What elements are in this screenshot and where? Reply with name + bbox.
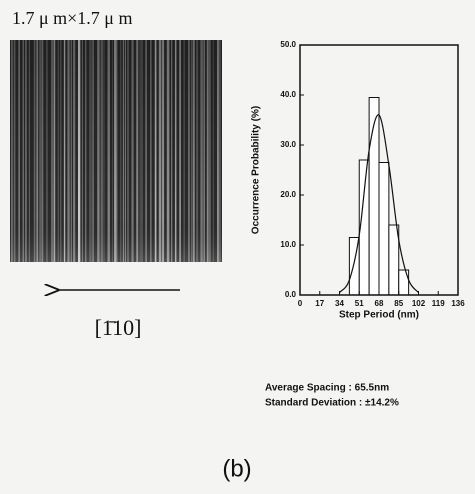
x-tick-label: 136: [451, 299, 465, 308]
x-tick-label: 34: [335, 299, 344, 308]
x-tick-label: 0: [298, 299, 303, 308]
figure: 1.7 μ m×1.7 μ m [1̄10] Average Spacing :…: [0, 0, 475, 494]
y-tick-label: 0.0: [285, 290, 297, 299]
x-tick-label: 68: [375, 299, 384, 308]
y-tick-label: 40.0: [280, 90, 296, 99]
afm-shade: [10, 40, 222, 262]
x-tick-label: 119: [432, 299, 445, 308]
bar: [389, 225, 399, 295]
annotation: Average Spacing : 65.5nm: [265, 383, 389, 394]
bar: [379, 163, 389, 296]
x-tick-label: 17: [315, 299, 324, 308]
x-tick-label: 85: [394, 299, 403, 308]
y-tick-label: 20.0: [280, 190, 296, 199]
page: 1.7 μ m×1.7 μ m [1̄10] Average Spacing :…: [0, 0, 475, 494]
x-axis-label: Step Period (nm): [339, 310, 419, 321]
x-tick-label: 51: [355, 299, 364, 308]
chart: 0.0 10.0 20.0 30.0 40.0 50.0 0 17 34 51 68 85 102 119…: [251, 40, 466, 321]
y-tick-label: 30.0: [280, 140, 296, 149]
y-tick-label: 10.0: [280, 240, 296, 249]
panel-label: (b): [222, 455, 251, 482]
bar: [369, 98, 379, 296]
x-tick-label: 102: [412, 299, 426, 308]
direction-label: [1̄10]: [95, 315, 142, 340]
image-caption: 1.7 μ m×1.7 μ m: [12, 8, 132, 28]
annotation: Standard Deviation : ±14.2%: [265, 398, 399, 409]
y-tick-label: 50.0: [280, 40, 296, 49]
bar: [399, 270, 409, 295]
afm-image: [10, 40, 222, 262]
y-axis-label: Occurrence Probability (%): [251, 106, 262, 234]
